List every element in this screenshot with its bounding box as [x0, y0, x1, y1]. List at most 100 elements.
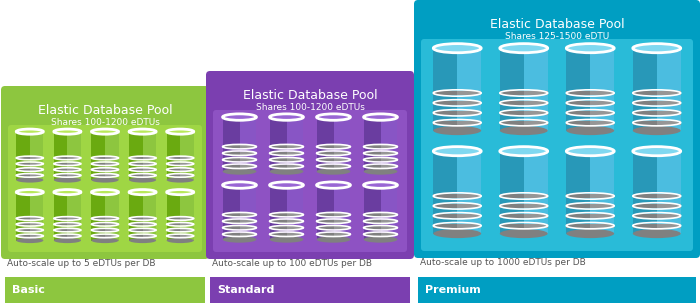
- Ellipse shape: [363, 168, 398, 175]
- Text: Auto-scale up to 1000 eDTUs per DB: Auto-scale up to 1000 eDTUs per DB: [420, 258, 586, 267]
- Polygon shape: [30, 157, 43, 159]
- Polygon shape: [363, 233, 381, 235]
- Polygon shape: [316, 233, 333, 235]
- Polygon shape: [105, 217, 118, 220]
- Polygon shape: [30, 235, 43, 237]
- Text: Premium: Premium: [425, 285, 481, 295]
- Polygon shape: [524, 121, 547, 125]
- Ellipse shape: [92, 190, 118, 195]
- Ellipse shape: [167, 129, 194, 134]
- Polygon shape: [105, 192, 118, 241]
- Polygon shape: [633, 214, 657, 218]
- Polygon shape: [54, 132, 67, 180]
- Text: Standard: Standard: [217, 285, 274, 295]
- Polygon shape: [30, 174, 43, 177]
- Polygon shape: [524, 224, 547, 228]
- Polygon shape: [363, 152, 381, 155]
- Ellipse shape: [433, 126, 481, 135]
- Ellipse shape: [316, 182, 351, 188]
- Text: Auto-scale up to 100 eDTUs per DB: Auto-scale up to 100 eDTUs per DB: [212, 259, 372, 268]
- Polygon shape: [590, 214, 614, 218]
- Polygon shape: [433, 48, 457, 131]
- Polygon shape: [30, 132, 43, 180]
- Polygon shape: [633, 48, 657, 131]
- Polygon shape: [54, 235, 67, 237]
- Polygon shape: [566, 111, 590, 115]
- Polygon shape: [590, 48, 614, 131]
- Polygon shape: [92, 192, 105, 241]
- Polygon shape: [67, 217, 81, 220]
- Polygon shape: [457, 194, 481, 198]
- Polygon shape: [381, 145, 398, 148]
- Polygon shape: [54, 223, 67, 225]
- Ellipse shape: [16, 238, 43, 243]
- Polygon shape: [333, 226, 351, 229]
- Polygon shape: [105, 132, 118, 180]
- Polygon shape: [433, 111, 457, 115]
- Ellipse shape: [500, 229, 547, 238]
- Polygon shape: [590, 111, 614, 115]
- Polygon shape: [633, 91, 657, 95]
- Polygon shape: [129, 235, 143, 237]
- Polygon shape: [381, 152, 398, 155]
- Polygon shape: [316, 158, 333, 161]
- Ellipse shape: [363, 114, 398, 120]
- Polygon shape: [143, 168, 156, 171]
- Polygon shape: [143, 132, 156, 180]
- Polygon shape: [239, 233, 256, 235]
- Polygon shape: [500, 121, 524, 125]
- Ellipse shape: [270, 236, 303, 243]
- Polygon shape: [566, 121, 590, 125]
- Polygon shape: [524, 214, 547, 218]
- Polygon shape: [129, 223, 143, 225]
- Polygon shape: [590, 121, 614, 125]
- Polygon shape: [657, 214, 680, 218]
- Polygon shape: [381, 233, 398, 235]
- Polygon shape: [270, 233, 286, 235]
- Polygon shape: [129, 217, 143, 220]
- Bar: [5, 277, 205, 303]
- Polygon shape: [239, 117, 256, 171]
- Polygon shape: [180, 157, 194, 159]
- Ellipse shape: [223, 168, 256, 175]
- Polygon shape: [566, 48, 590, 131]
- Polygon shape: [381, 185, 398, 239]
- Polygon shape: [363, 220, 381, 222]
- FancyBboxPatch shape: [213, 110, 407, 252]
- Polygon shape: [167, 229, 180, 231]
- Bar: [418, 277, 696, 303]
- Polygon shape: [566, 151, 590, 234]
- Ellipse shape: [566, 44, 614, 53]
- Polygon shape: [92, 132, 105, 180]
- Polygon shape: [500, 151, 524, 234]
- Polygon shape: [633, 111, 657, 115]
- Ellipse shape: [270, 168, 303, 175]
- Polygon shape: [167, 217, 180, 220]
- Ellipse shape: [54, 129, 81, 134]
- Polygon shape: [657, 111, 680, 115]
- Polygon shape: [363, 145, 381, 148]
- Polygon shape: [433, 91, 457, 95]
- Polygon shape: [500, 48, 524, 131]
- Polygon shape: [30, 168, 43, 171]
- Polygon shape: [333, 220, 351, 222]
- Polygon shape: [167, 174, 180, 177]
- Polygon shape: [129, 157, 143, 159]
- Polygon shape: [333, 165, 351, 168]
- Polygon shape: [316, 185, 333, 239]
- Polygon shape: [180, 223, 194, 225]
- Polygon shape: [239, 165, 256, 168]
- Ellipse shape: [223, 114, 256, 120]
- Polygon shape: [239, 145, 256, 148]
- Polygon shape: [270, 145, 286, 148]
- Polygon shape: [566, 214, 590, 218]
- Polygon shape: [223, 233, 239, 235]
- Polygon shape: [333, 145, 351, 148]
- Polygon shape: [67, 168, 81, 171]
- Polygon shape: [223, 185, 239, 239]
- Ellipse shape: [92, 178, 118, 183]
- Ellipse shape: [566, 147, 614, 156]
- Polygon shape: [500, 194, 524, 198]
- Polygon shape: [433, 151, 457, 234]
- Polygon shape: [566, 224, 590, 228]
